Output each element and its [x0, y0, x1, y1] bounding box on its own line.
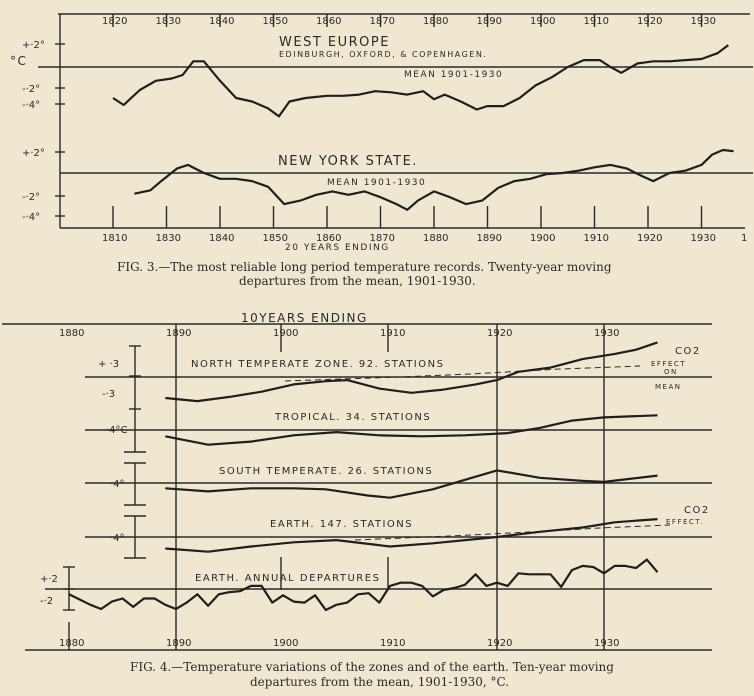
- fig3-top-tick-label: 1870: [370, 16, 395, 27]
- fig4-xlabel: 10YEARS ENDING: [241, 311, 368, 325]
- ntz-co2-label: CO2: [675, 346, 701, 357]
- west-europe-line: [112, 44, 729, 118]
- earth-line: [165, 518, 658, 553]
- fig4-bottom-tick-label: 1900: [273, 638, 298, 649]
- fig4-top-tick-label: 1890: [166, 328, 191, 339]
- earth-effect-label: EFFECT.: [666, 518, 704, 526]
- fig3-bottom-tick-label: 1900: [530, 233, 555, 244]
- fig3-bottom-tick-label: 1930: [691, 233, 716, 244]
- tropical-title: TROPICAL. 34. STATIONS: [274, 412, 431, 423]
- fig4-top-tick-label: 1930: [594, 328, 619, 339]
- annual-ytick: -·2: [40, 596, 53, 607]
- fig3-top-tick-label: 1840: [209, 16, 234, 27]
- ny-ytick: +·2°: [22, 148, 45, 159]
- fig4-bottom-tick-label: 1880: [59, 638, 84, 649]
- fig3-top-tick-label: 1880: [423, 16, 448, 27]
- fig4-series: [68, 341, 659, 612]
- fig3-bottom-tick-label: 1860: [316, 233, 341, 244]
- ntz-ytick: + ·3: [98, 359, 119, 370]
- fig3-bottom-tick-label: 1920: [637, 233, 662, 244]
- fig3-top-ticks: 1820 1830 1840 1850 1860 1870 1880 1890 1900 1910…: [102, 14, 716, 27]
- we-subtitle: EDINBURGH, OXFORD, & COPENHAGEN.: [279, 50, 487, 59]
- fig3-bottom-end-mark: 1: [741, 233, 747, 244]
- tropical-line: [165, 414, 658, 446]
- fig4-gridlines: [68, 324, 605, 650]
- south-title: SOUTH TEMPERATE. 26. STATIONS: [219, 466, 433, 477]
- fig4-top-ticks: 1880 1890 1900 1910 1920 1930: [59, 328, 619, 339]
- south-ytick: ·4°: [110, 479, 125, 490]
- fig3-bottom-ticks: 1810 1830 1840 1850 1860 1870 1880 1890 1900 1910…: [102, 206, 716, 244]
- fig3-bottom-tick-label: 1830: [156, 233, 181, 244]
- ny-ytick: -·2°: [22, 192, 40, 203]
- earth-ytick: ·4°: [110, 533, 125, 544]
- south-temperate-line: [165, 469, 658, 499]
- fig4-scale-brackets: [63, 345, 146, 611]
- we-ytick: -·4°: [22, 100, 40, 111]
- fig3-bottom-tick-label: 1870: [370, 233, 395, 244]
- fig3-caption-line2: departures from the mean, 1901-1930.: [239, 274, 476, 288]
- fig4-bottom-tick-label: 1910: [380, 638, 405, 649]
- annual-ytick: +·2: [40, 574, 58, 585]
- we-ytick: +·2°: [22, 40, 45, 51]
- fig3-bottom-tick-label: 1910: [584, 233, 609, 244]
- earth-title: EARTH. 147. STATIONS: [270, 519, 413, 530]
- fig4-bottom-tick-label: 1920: [487, 638, 512, 649]
- fig4-caption-line2: departures from the mean, 1901-1930, °C.: [250, 675, 509, 689]
- we-mean-label: MEAN 1901-1930: [404, 70, 503, 80]
- ntz-on-label: ON: [664, 368, 678, 376]
- fig3-caption-line1: FIG. 3.—The most reliable long period te…: [117, 260, 612, 274]
- fig3-top-tick-label: 1820: [102, 16, 127, 27]
- figure-3: 1820 1830 1840 1850 1860 1870 1880 1890 1900 1910…: [10, 13, 753, 288]
- fig4-caption-line1: FIG. 4.—Temperature variations of the zo…: [130, 660, 614, 674]
- we-title: WEST EUROPE: [279, 35, 390, 50]
- fig3-bottom-tick-label: 1840: [209, 233, 234, 244]
- fig4-top-tick-label: 1900: [273, 328, 298, 339]
- fig3-bottom-tick-label: 1890: [477, 233, 502, 244]
- fig3-top-tick-label: 1860: [316, 16, 341, 27]
- we-ytick: -·2°: [22, 84, 40, 95]
- fig3-top-tick-label: 1850: [263, 16, 288, 27]
- figure-4: 10YEARS ENDING 1880 1890 1900 1910 1920 1930 …: [2, 311, 712, 689]
- fig3-xlabel: 20 YEARS ENDING: [285, 243, 390, 253]
- fig4-bottom-tick-label: 1930: [594, 638, 619, 649]
- fig3-top-tick-label: 1920: [637, 16, 662, 27]
- fig3-unit-label: °C: [10, 54, 27, 68]
- fig3-top-tick-label: 1930: [691, 16, 716, 27]
- fig4-top-tick-label: 1920: [487, 328, 512, 339]
- fig4-bottom-ticks: 1880 1890 1900 1910 1920 1930: [59, 638, 619, 649]
- fig4-top-tick-label: 1880: [59, 328, 84, 339]
- ntz-co2-effect-dashed-line: [284, 365, 641, 382]
- fig3-top-tick-label: 1910: [584, 16, 609, 27]
- annual-title: EARTH. ANNUAL DEPARTURES: [195, 573, 380, 584]
- ntz-ytick: -·3: [102, 389, 115, 400]
- fig3-bottom-tick-label: 1810: [102, 233, 127, 244]
- earth-co2-label: CO2: [684, 505, 710, 516]
- fig3-series: [112, 44, 734, 211]
- fig4-bottom-tick-label: 1890: [166, 638, 191, 649]
- ntz-effect-label: EFFECT: [651, 360, 686, 368]
- fig3-top-tick-label: 1900: [530, 16, 555, 27]
- fig3-top-tick-label: 1890: [477, 16, 502, 27]
- ntz-mean-label: MEAN: [655, 383, 682, 391]
- fig3-bottom-tick-label: 1850: [263, 233, 288, 244]
- tropical-ytick: ·4°C: [106, 425, 128, 436]
- earth-annual-line: [68, 558, 659, 612]
- fig4-mean-lines: [45, 376, 712, 590]
- fig3-top-tick-label: 1830: [156, 16, 181, 27]
- ny-ytick: -·4°: [22, 212, 40, 223]
- north-temperate-line: [165, 341, 658, 403]
- ny-title: NEW YORK STATE.: [278, 154, 418, 169]
- new-york-line: [134, 148, 734, 211]
- fig4-top-tick-label: 1910: [380, 328, 405, 339]
- fig3-bottom-tick-label: 1880: [423, 233, 448, 244]
- fig3-left-ticks: [55, 43, 65, 217]
- ny-mean-label: MEAN 1901-1930: [327, 178, 426, 188]
- ntz-title: NORTH TEMPERATE ZONE. 92. STATIONS: [191, 359, 444, 370]
